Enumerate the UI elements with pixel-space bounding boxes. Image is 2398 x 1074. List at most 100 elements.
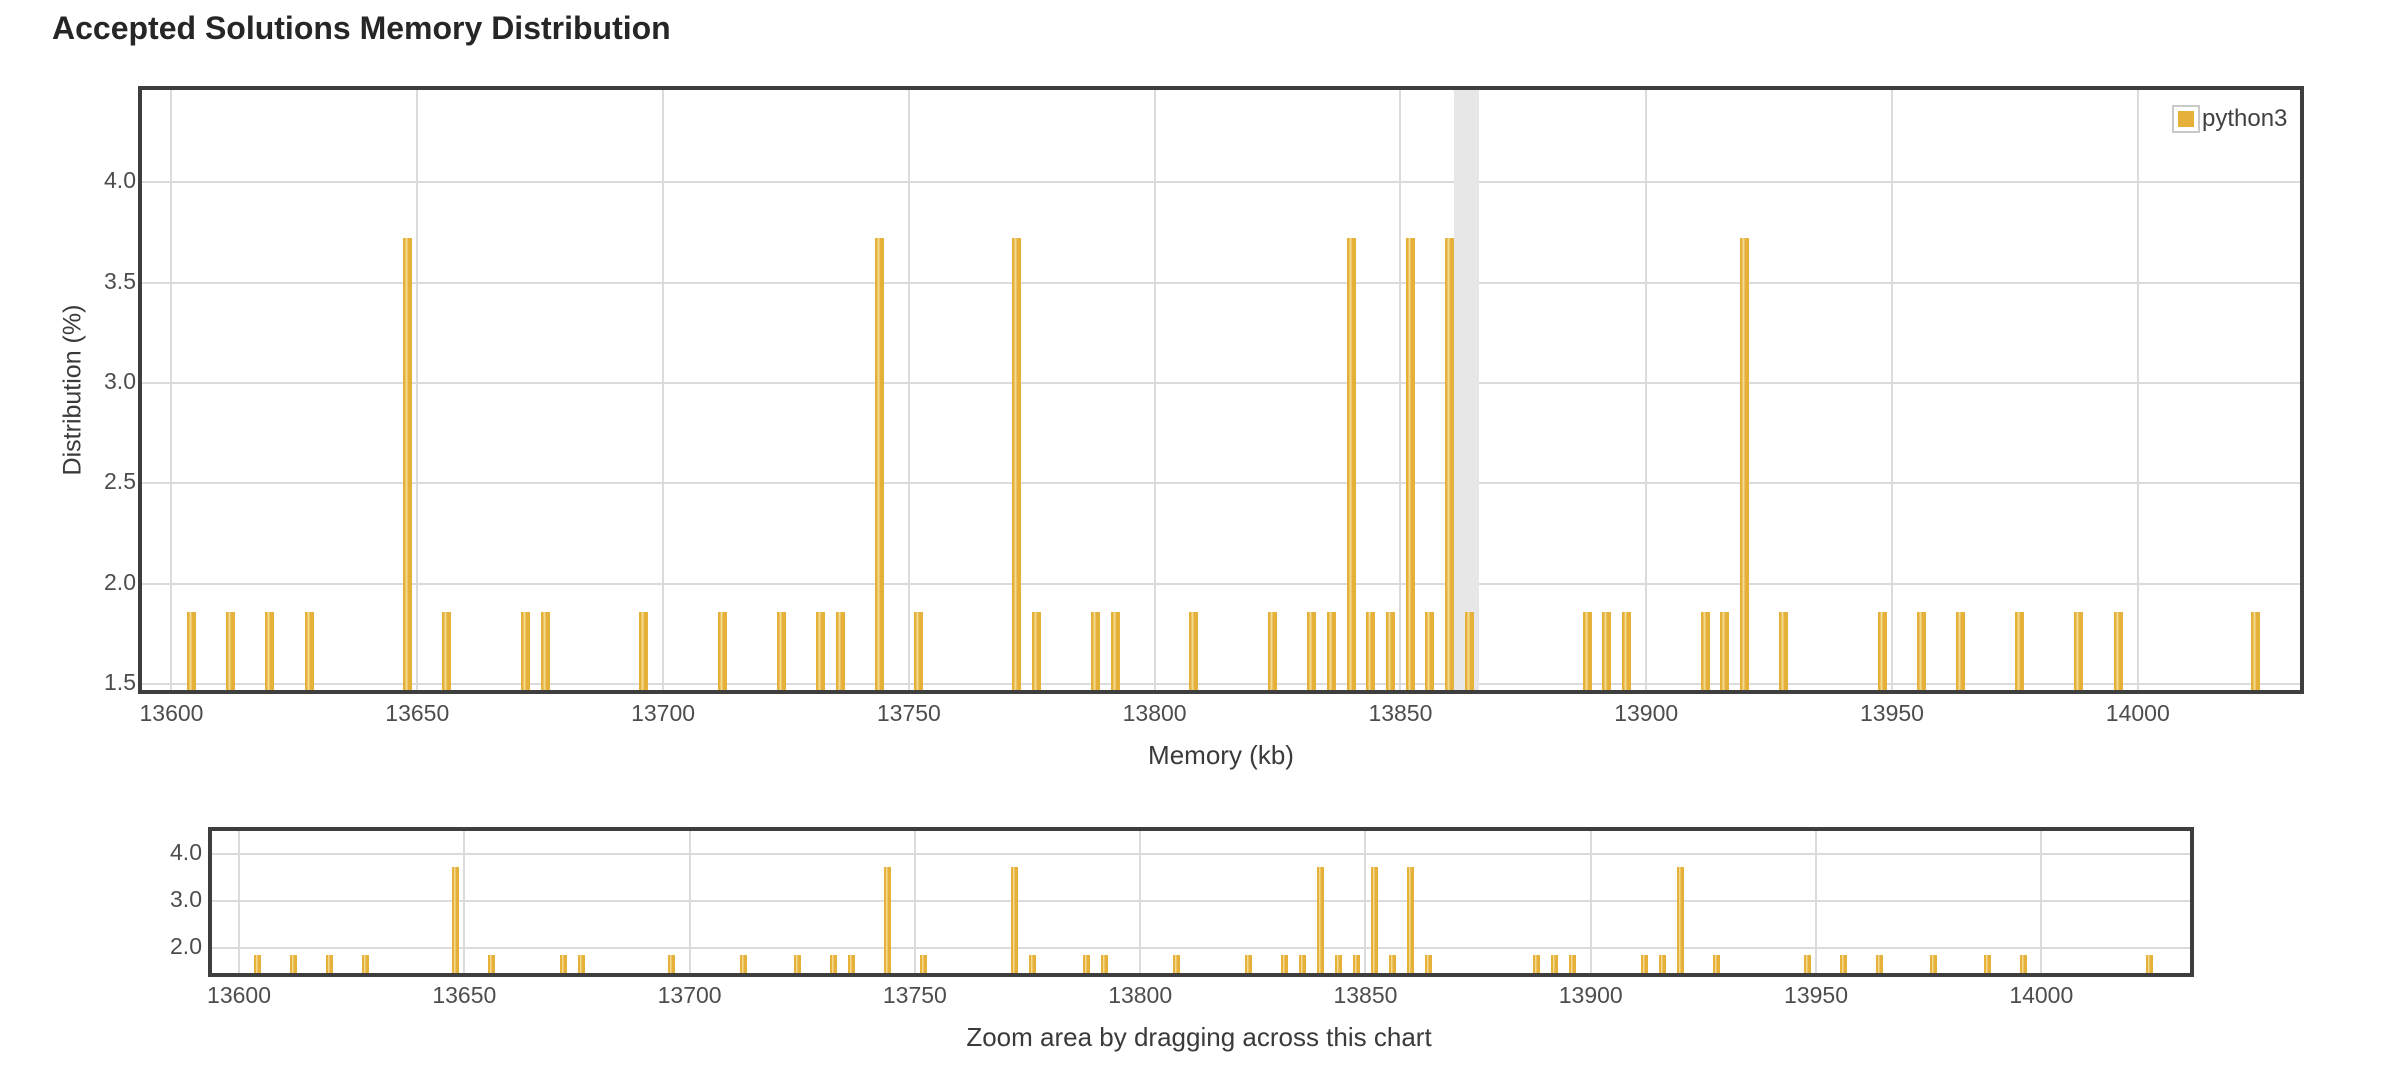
memory-bar[interactable] [1916, 611, 1926, 690]
memory-bar[interactable] [361, 954, 369, 973]
memory-bar[interactable] [1425, 611, 1435, 690]
memory-bar[interactable] [1582, 611, 1592, 690]
memory-bar[interactable] [1720, 611, 1730, 690]
y-axis-tick-label: 3.5 [104, 267, 136, 294]
memory-bar[interactable] [2074, 611, 2084, 690]
memory-bar[interactable] [1091, 611, 1101, 690]
memory-bar[interactable] [2113, 611, 2123, 690]
memory-bar[interactable] [1268, 611, 1278, 690]
memory-bar[interactable] [1622, 611, 1632, 690]
memory-bar[interactable] [1082, 954, 1090, 973]
memory-bar[interactable] [1877, 611, 1887, 690]
memory-bar[interactable] [776, 611, 786, 690]
memory-bar[interactable] [2145, 954, 2153, 973]
memory-bar[interactable] [1713, 954, 1721, 973]
x-axis-tick-label: 13950 [1784, 982, 1848, 1008]
memory-bar[interactable] [815, 611, 825, 690]
memory-bar[interactable] [1346, 238, 1356, 690]
memory-bar[interactable] [289, 954, 297, 973]
memory-bar[interactable] [1244, 954, 1252, 973]
memory-bar[interactable] [1010, 867, 1018, 973]
memory-bar[interactable] [1929, 954, 1937, 973]
zoom-navigator-series-layer [212, 831, 2190, 973]
legend-item-python3[interactable]: python3 [2172, 105, 2287, 133]
memory-bar[interactable] [1407, 867, 1414, 973]
memory-bar[interactable] [1298, 954, 1306, 973]
memory-bar[interactable] [253, 954, 261, 973]
memory-bar[interactable] [1386, 611, 1396, 690]
memory-bar[interactable] [1172, 954, 1180, 973]
memory-bar[interactable] [1641, 954, 1649, 973]
memory-bar[interactable] [1659, 954, 1667, 973]
memory-bar[interactable] [402, 238, 412, 690]
memory-bar[interactable] [520, 611, 530, 690]
memory-bar[interactable] [2251, 611, 2261, 690]
memory-bar[interactable] [1334, 954, 1342, 973]
memory-bar[interactable] [638, 611, 648, 690]
memory-bar[interactable] [1875, 954, 1883, 973]
x-gridline [416, 90, 419, 690]
memory-bar[interactable] [1028, 954, 1036, 973]
memory-bar[interactable] [668, 954, 676, 973]
memory-bar[interactable] [914, 611, 924, 690]
memory-bar[interactable] [1405, 238, 1415, 690]
memory-bar[interactable] [1803, 954, 1811, 973]
memory-bar[interactable] [1012, 238, 1022, 690]
memory-bar[interactable] [1445, 238, 1455, 690]
memory-bar[interactable] [559, 954, 567, 973]
memory-bar[interactable] [2015, 611, 2025, 690]
memory-bar[interactable] [1100, 954, 1108, 973]
memory-bar[interactable] [1352, 954, 1360, 973]
memory-bar[interactable] [1307, 611, 1317, 690]
memory-bar[interactable] [1983, 954, 1991, 973]
memory-bar[interactable] [451, 867, 459, 973]
memory-bar[interactable] [848, 954, 856, 973]
memory-bar[interactable] [1425, 954, 1433, 973]
memory-bar[interactable] [225, 611, 235, 690]
memory-bar[interactable] [325, 954, 333, 973]
memory-bar[interactable] [1189, 611, 1199, 690]
memory-bar[interactable] [1569, 954, 1577, 973]
memory-bar[interactable] [265, 611, 275, 690]
memory-bar[interactable] [1316, 867, 1324, 973]
main-chart-plot-area[interactable] [138, 86, 2304, 694]
memory-bar[interactable] [1677, 867, 1685, 973]
page-title: Accepted Solutions Memory Distribution [52, 10, 671, 46]
memory-bar[interactable] [304, 611, 314, 690]
memory-bar[interactable] [186, 611, 196, 690]
memory-bar[interactable] [1388, 954, 1396, 973]
memory-bar[interactable] [1700, 611, 1710, 690]
memory-bar[interactable] [830, 954, 838, 973]
memory-bar[interactable] [884, 867, 892, 973]
x-gridline [662, 90, 665, 690]
y-axis-tick-label: 4.0 [104, 167, 136, 194]
memory-bar[interactable] [1280, 954, 1288, 973]
memory-bar[interactable] [1032, 611, 1042, 690]
memory-bar[interactable] [835, 611, 845, 690]
memory-bar[interactable] [1370, 867, 1378, 973]
memory-bar[interactable] [1602, 611, 1612, 690]
memory-bar[interactable] [794, 954, 802, 973]
memory-bar[interactable] [1533, 954, 1541, 973]
memory-bar[interactable] [1839, 954, 1847, 973]
memory-bar[interactable] [1327, 611, 1337, 690]
memory-bar[interactable] [920, 954, 928, 973]
memory-bar[interactable] [1779, 611, 1789, 690]
memory-bar[interactable] [1366, 611, 1376, 690]
memory-bar[interactable] [577, 954, 585, 973]
memory-bar[interactable] [717, 611, 727, 690]
memory-bar[interactable] [740, 954, 748, 973]
memory-bar[interactable] [1464, 611, 1474, 690]
memory-bar[interactable] [540, 611, 550, 690]
zoom-navigator-plot-area[interactable] [208, 827, 2194, 977]
memory-bar[interactable] [1956, 611, 1966, 690]
memory-bar[interactable] [487, 954, 495, 973]
memory-bar[interactable] [1110, 611, 1120, 690]
memory-bar[interactable] [2019, 954, 2027, 973]
x-gridline [907, 90, 910, 690]
memory-bar[interactable] [874, 238, 884, 690]
memory-bar[interactable] [442, 611, 452, 690]
memory-bar[interactable] [1551, 954, 1559, 973]
memory-bar[interactable] [1740, 238, 1750, 690]
